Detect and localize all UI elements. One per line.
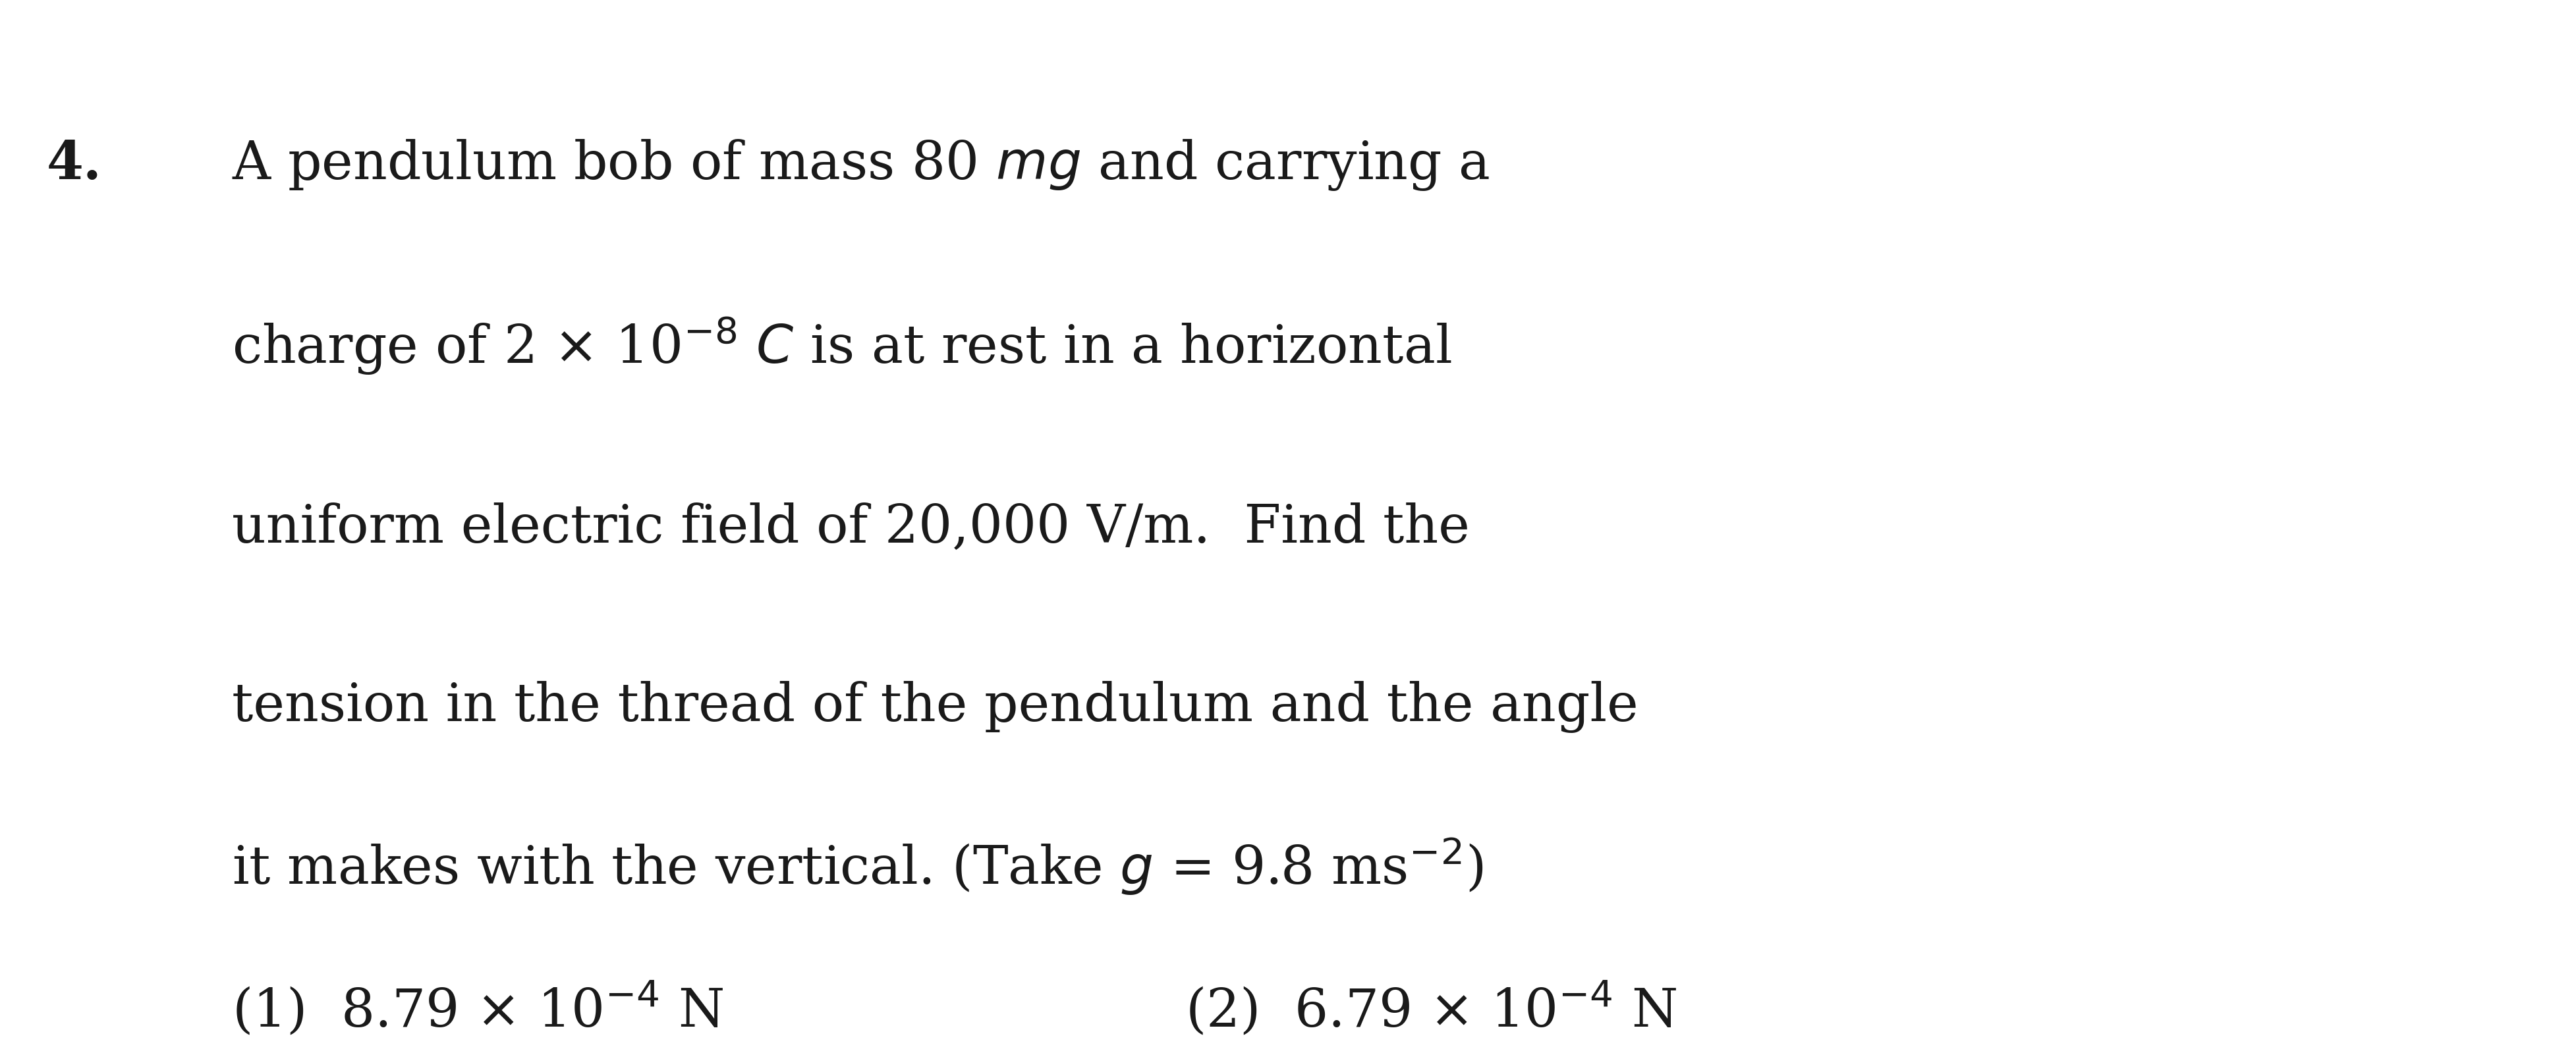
- Text: (1)  8.79 $\times$ 10$^{-4}$ N: (1) 8.79 $\times$ 10$^{-4}$ N: [232, 979, 724, 1038]
- Text: uniform electric field of 20,000 V/m.  Find the: uniform electric field of 20,000 V/m. Fi…: [232, 502, 1471, 554]
- Text: it makes with the vertical. (Take $\mathit{g}$ = 9.8 ms$^{-2}$): it makes with the vertical. (Take $\math…: [232, 835, 1484, 897]
- Text: charge of 2 $\times$ 10$^{-8}$ $C$ is at rest in a horizontal: charge of 2 $\times$ 10$^{-8}$ $C$ is at…: [232, 314, 1453, 377]
- Text: tension in the thread of the pendulum and the angle: tension in the thread of the pendulum an…: [232, 681, 1638, 733]
- Text: 4.: 4.: [46, 139, 100, 191]
- Text: (2)  6.79 $\times$ 10$^{-4}$ N: (2) 6.79 $\times$ 10$^{-4}$ N: [1185, 979, 1677, 1038]
- Text: A pendulum bob of mass 80 $\mathit{mg}$ and carrying a: A pendulum bob of mass 80 $\mathit{mg}$ …: [232, 138, 1489, 193]
